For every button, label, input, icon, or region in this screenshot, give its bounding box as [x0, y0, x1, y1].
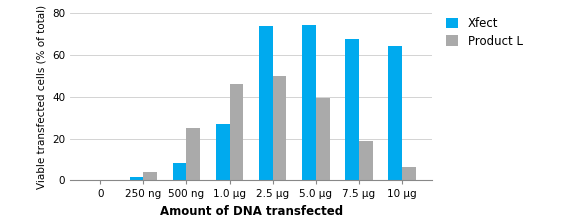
- Legend: Xfect, Product L: Xfect, Product L: [446, 16, 524, 49]
- Bar: [402, 167, 416, 180]
- Bar: [359, 141, 373, 180]
- Bar: [345, 39, 359, 180]
- Y-axis label: Viable transfected cells (% of total): Viable transfected cells (% of total): [37, 5, 47, 189]
- Bar: [216, 124, 230, 180]
- Bar: [273, 76, 286, 180]
- Bar: [144, 172, 157, 180]
- Bar: [230, 84, 244, 180]
- Bar: [302, 25, 316, 180]
- Bar: [186, 128, 200, 180]
- Bar: [259, 26, 273, 180]
- Bar: [388, 46, 402, 180]
- Bar: [316, 98, 329, 180]
- Bar: [173, 163, 186, 180]
- X-axis label: Amount of DNA transfected: Amount of DNA transfected: [159, 205, 343, 218]
- Bar: [130, 177, 144, 180]
